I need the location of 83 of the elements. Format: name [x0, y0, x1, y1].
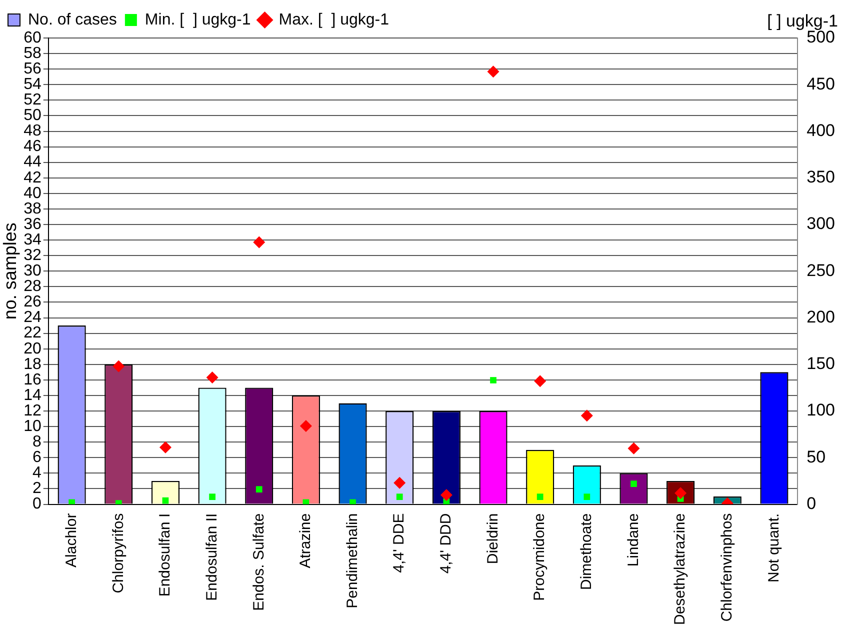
y-tick-label: 14 [24, 386, 42, 404]
y-tick-label: 36 [24, 216, 42, 233]
y-tick-label: 0 [32, 496, 42, 513]
y-tick-label: 20 [24, 340, 42, 358]
y2-tick-label: 300 [806, 214, 836, 234]
y-tick-label: 4 [32, 464, 42, 482]
y-tick-label: 24 [24, 309, 42, 326]
y-tick-label: 60 [24, 29, 42, 46]
x-tick-label: Dieldrin [484, 513, 502, 564]
y-axis-title: no. samples [0, 222, 20, 320]
y2-tick-label: 450 [806, 74, 836, 94]
point [536, 494, 544, 500]
x-tick-label: Chlorpyrifos [110, 513, 127, 594]
y2-tick-label: 150 [806, 354, 836, 374]
y-tick-label: 56 [24, 60, 42, 78]
y-tick-label: 2 [32, 480, 42, 498]
y-tick-label: 26 [24, 294, 42, 311]
point [159, 441, 172, 454]
x-tick-label: Pendimethalin [344, 513, 361, 608]
x-tick-label: Lindane [624, 513, 642, 567]
legend-label: Max. [ ] ugkg-1 [278, 11, 390, 28]
point [487, 66, 500, 78]
y2-tick-label: 400 [806, 120, 836, 140]
x-tick-label: Endos. Sulfate [250, 513, 268, 611]
point [490, 377, 496, 384]
y-tick-label: 12 [24, 402, 42, 420]
x-tick-label: 4,4' DDE [390, 513, 408, 573]
point [394, 476, 406, 489]
x-tick-label: 4,4' DDD [438, 513, 455, 574]
x-tick-label: Chlorfenvinphos [718, 513, 736, 622]
y-tick-label: 22 [24, 324, 42, 342]
point [396, 494, 403, 500]
x-tick-label: Endosulfan I [156, 513, 174, 597]
y-tick-label: 6 [32, 449, 42, 466]
point [350, 499, 356, 504]
y-tick-label: 52 [24, 92, 42, 109]
y-tick-label: 18 [24, 356, 42, 373]
point [206, 371, 218, 384]
y-tick-label: 32 [24, 247, 42, 264]
y-tick-label: 38 [24, 200, 42, 218]
point [300, 420, 312, 432]
y2-tick-label: 200 [806, 307, 836, 326]
y2-tick-label: 0 [806, 494, 816, 513]
y2-axis-title: [ ] ugkg-1 [767, 12, 838, 31]
point [628, 442, 640, 454]
x-tick-label: Not quant. [765, 513, 782, 582]
y2-tick-label: 350 [806, 168, 836, 187]
point [584, 494, 590, 500]
point [112, 360, 125, 372]
point [209, 494, 216, 500]
point [253, 236, 266, 248]
y-tick-label: 42 [24, 169, 42, 186]
y2-tick-label: 50 [806, 447, 826, 466]
y-tick-label: 48 [24, 122, 42, 140]
y-tick-label: 34 [24, 231, 42, 248]
y-tick-label: 16 [24, 371, 42, 388]
y-tick-label: 54 [24, 76, 42, 94]
x-tick-label: Endosulfan II [203, 513, 220, 601]
y-tick-label: 28 [24, 278, 42, 296]
x-tick-label: Alachlor [62, 513, 80, 568]
legend-label: Min. [ ] ugkg-1 [144, 11, 251, 28]
x-tick-label: Desethylatrazine [672, 513, 689, 626]
point [302, 499, 310, 504]
y-tick-label: 44 [24, 154, 42, 171]
point [68, 499, 75, 504]
point [534, 375, 546, 388]
y-tick-label: 8 [32, 434, 42, 451]
y-tick-label: 30 [24, 262, 42, 280]
y2-tick-label: 250 [806, 260, 836, 280]
y-tick-label: 10 [24, 418, 42, 435]
y-tick-label: 40 [24, 184, 42, 202]
point [256, 486, 262, 493]
x-tick-label: Dimethoate [578, 513, 596, 590]
point [580, 410, 593, 422]
y-tick-label: 46 [24, 138, 42, 156]
point [440, 488, 452, 501]
y-tick-label: 58 [24, 44, 42, 62]
y2-tick-label: 100 [806, 400, 836, 420]
x-tick-label: Atrazine [297, 513, 314, 568]
y-tick-label: 50 [24, 107, 42, 124]
legend-label: No. of cases [28, 11, 117, 28]
point [630, 480, 637, 487]
x-tick-label: Procymidone [531, 513, 548, 601]
